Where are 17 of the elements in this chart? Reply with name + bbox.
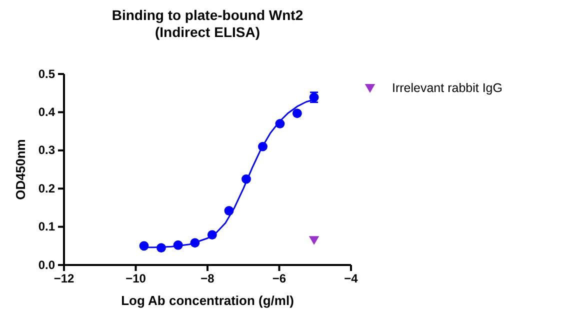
y-tick-label: 0.1	[38, 220, 56, 234]
y-tick-label: 0.3	[38, 143, 56, 158]
point	[308, 236, 320, 245]
chart-title: Binding to plate-bound Wnt2 (Indirect ELISA)	[112, 7, 304, 40]
y-tick-label: 0.4	[38, 105, 56, 120]
x-tick-label: −10	[126, 272, 146, 286]
y-axis-title: OD450nm	[13, 139, 28, 200]
legend-label: Irrelevant rabbit IgG	[392, 81, 502, 95]
x-tick-label: −12	[54, 272, 74, 286]
x-axis-title: Log Ab concentration (g/ml)	[121, 293, 294, 308]
point	[292, 108, 302, 118]
y-tick-label: 0.2	[38, 181, 56, 196]
y-tick-label: 0.0	[38, 258, 56, 272]
x-tick-label: −4	[344, 272, 358, 286]
x-tick-label: −8	[200, 272, 215, 286]
x-tick-label: −6	[272, 272, 286, 286]
y-tick-label: 0.5	[38, 66, 56, 81]
